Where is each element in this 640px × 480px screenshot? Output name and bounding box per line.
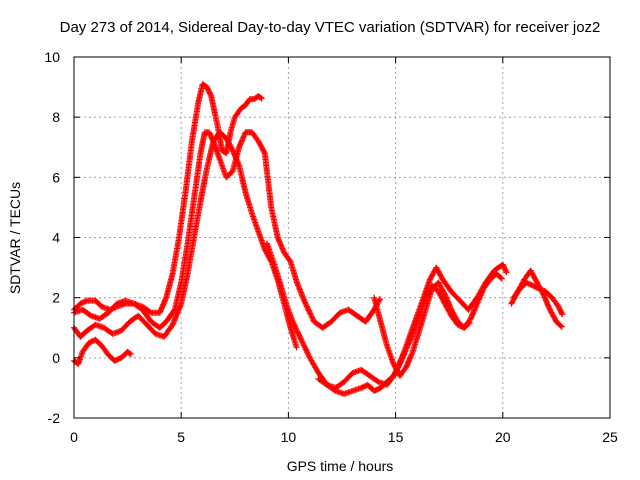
data-point	[292, 325, 299, 332]
data-point	[331, 387, 338, 394]
axis-ticks: 0 5 10 15 20 25 -2 0 2 4 6 8 10	[44, 49, 618, 445]
data-point	[293, 327, 300, 334]
data-point	[294, 329, 301, 336]
data-point	[558, 310, 565, 317]
data-point	[304, 304, 311, 311]
data-point	[498, 275, 505, 282]
data-point	[290, 320, 297, 327]
data-point	[559, 311, 566, 318]
data-point	[291, 322, 298, 329]
data-point	[503, 269, 510, 276]
series-track-7	[371, 279, 473, 379]
data-point	[301, 343, 308, 350]
data-point	[396, 362, 403, 369]
data-point	[82, 298, 89, 305]
data-point	[303, 347, 310, 354]
data-point	[146, 308, 153, 315]
data-point	[261, 148, 268, 155]
chart-title: Day 273 of 2014, Sidereal Day-to-day VTE…	[60, 19, 601, 36]
series-track-4	[71, 336, 134, 367]
data-point	[302, 300, 309, 307]
series-track-2	[71, 129, 383, 331]
data-point	[258, 95, 265, 102]
y-tick-label: 0	[52, 350, 60, 366]
data-point	[305, 307, 312, 314]
data-point	[207, 91, 214, 98]
data-point	[300, 340, 307, 347]
y-tick-label: 2	[52, 290, 60, 306]
data-point	[441, 290, 448, 297]
data-point	[502, 268, 509, 275]
data-point	[304, 350, 311, 357]
x-tick-label: 15	[388, 429, 404, 445]
x-tick-label: 25	[602, 429, 618, 445]
x-tick-label: 0	[70, 429, 78, 445]
data-point	[466, 319, 473, 326]
x-axis-label: GPS time / hours	[287, 458, 394, 474]
data-point	[557, 322, 564, 329]
grid-lines	[74, 57, 610, 418]
y-tick-label: -2	[48, 410, 61, 426]
y-tick-label: 6	[52, 169, 60, 185]
data-point	[294, 328, 301, 335]
data-point	[127, 351, 134, 358]
data-point	[309, 314, 316, 321]
x-tick-label: 5	[177, 429, 185, 445]
data-point	[291, 321, 298, 328]
data-point	[293, 344, 300, 351]
y-axis-label: SDTVAR / TECUs	[7, 182, 23, 294]
y-tick-label: 8	[52, 109, 60, 125]
data-point	[558, 323, 565, 330]
data-point	[86, 311, 93, 318]
data-point	[292, 324, 299, 331]
data-point	[300, 342, 307, 349]
x-tick-label: 20	[495, 429, 511, 445]
data-point	[376, 296, 383, 303]
data-point	[295, 331, 302, 338]
data-point	[303, 303, 310, 310]
data-point	[305, 352, 312, 359]
y-tick-label: 10	[44, 49, 60, 65]
data-point	[304, 349, 311, 356]
data-point	[306, 309, 313, 316]
data-point	[299, 339, 306, 346]
data-point	[374, 378, 381, 385]
data-point	[289, 318, 296, 325]
data-point	[309, 315, 316, 322]
data-point	[302, 346, 309, 353]
data-point	[497, 274, 504, 281]
data-point	[298, 336, 305, 343]
series-track-1	[71, 81, 265, 316]
data-point	[307, 311, 314, 318]
series-track-9	[510, 279, 566, 318]
x-tick-label: 10	[281, 429, 297, 445]
data-point	[296, 332, 303, 339]
data-point	[303, 302, 310, 309]
y-tick-label: 4	[52, 230, 60, 246]
data-point	[305, 306, 312, 313]
series-track-3	[71, 129, 300, 351]
data-points	[71, 81, 566, 397]
data-point	[228, 145, 235, 152]
data-point	[296, 334, 303, 341]
data-point	[286, 257, 293, 264]
data-point	[307, 310, 314, 317]
data-point	[126, 350, 133, 357]
data-point	[257, 94, 264, 101]
data-point	[297, 335, 304, 342]
data-point	[298, 338, 305, 345]
data-point	[302, 345, 309, 352]
data-point	[308, 313, 315, 320]
data-point	[465, 320, 472, 327]
